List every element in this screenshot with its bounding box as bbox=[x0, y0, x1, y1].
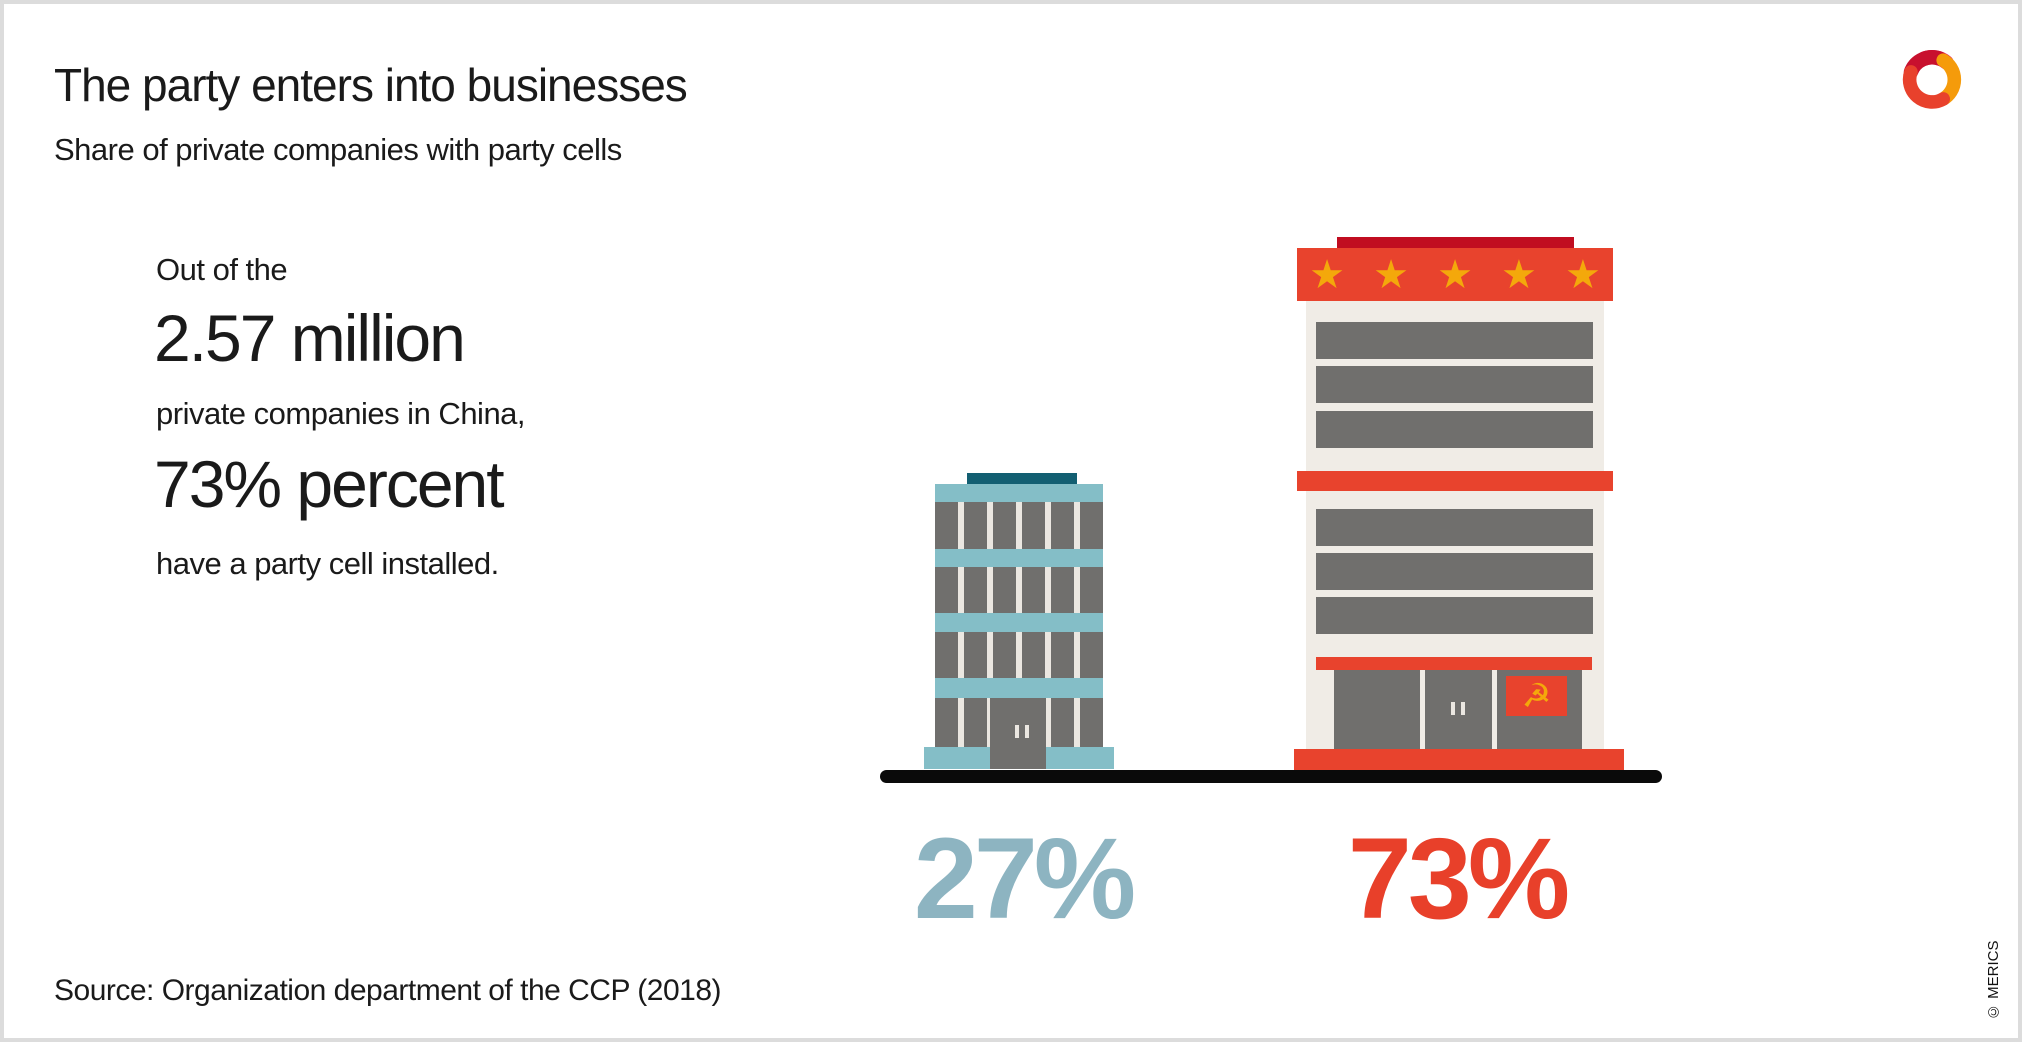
red-building-window-band bbox=[1316, 366, 1593, 403]
red-building-middle-band bbox=[1297, 471, 1613, 491]
red-building-window-band bbox=[1316, 411, 1593, 448]
red-building-awning bbox=[1316, 657, 1592, 670]
door-handles-icon bbox=[1448, 702, 1468, 715]
red-building-base bbox=[1294, 749, 1624, 771]
value-label-without-party-cell: 27% bbox=[913, 815, 1136, 943]
red-building-roof bbox=[1337, 237, 1574, 248]
page-title: The party enters into businesses bbox=[54, 59, 688, 111]
red-building-storefront-panel bbox=[1334, 670, 1420, 749]
hammer-and-sickle-icon: ☭ bbox=[1521, 677, 1552, 714]
annotation-percentage: 73% percent bbox=[154, 447, 505, 521]
copyright-note: © MERICS bbox=[1985, 940, 2002, 1020]
blue-building-window-row bbox=[935, 502, 1103, 549]
red-building-window-band bbox=[1316, 553, 1593, 590]
blue-building-window-row bbox=[935, 567, 1103, 613]
red-building-star-band: ★ ★ ★ ★ ★ bbox=[1297, 248, 1613, 301]
value-label-with-party-cell: 73% bbox=[1347, 815, 1570, 943]
annotation-total-companies: 2.57 million bbox=[154, 301, 466, 375]
party-flag: ☭ bbox=[1506, 676, 1567, 716]
annotation-line-5: have a party cell installed. bbox=[156, 546, 499, 581]
page-subtitle: Share of private companies with party ce… bbox=[54, 132, 622, 167]
annotation-line-3: private companies in China, bbox=[156, 396, 526, 431]
source-note: Source: Organization department of the C… bbox=[54, 974, 722, 1007]
merics-logo-icon bbox=[1902, 50, 1962, 109]
red-building-storefront-door bbox=[1425, 670, 1492, 749]
ground-line bbox=[880, 770, 1662, 783]
door-handles-icon bbox=[1012, 725, 1032, 738]
annotation-line-1: Out of the bbox=[156, 252, 288, 287]
red-building-window-band bbox=[1316, 597, 1593, 634]
blue-building-roof bbox=[967, 473, 1077, 485]
blue-building-window-row bbox=[935, 632, 1103, 678]
red-building-window-band bbox=[1316, 322, 1593, 359]
stars-icon: ★ ★ ★ ★ ★ bbox=[1309, 253, 1601, 297]
red-building-window-band bbox=[1316, 509, 1593, 546]
